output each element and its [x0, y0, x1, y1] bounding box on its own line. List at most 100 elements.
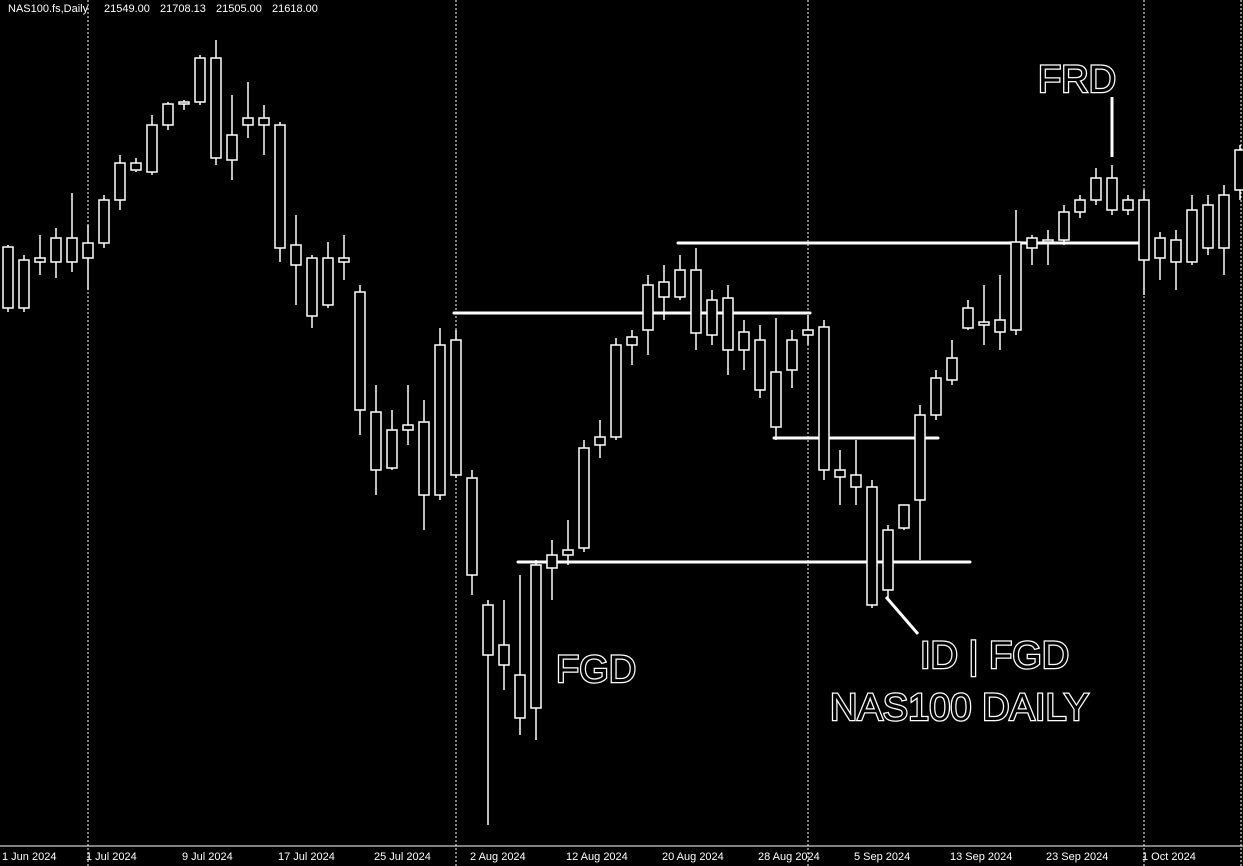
- candle-body: [354, 291, 366, 411]
- candle-body: [1234, 149, 1243, 191]
- chart-title: NAS100.fs,Daily: [8, 3, 89, 15]
- candle-body: [658, 281, 670, 298]
- candle-body: [578, 447, 590, 549]
- candle-body: [1218, 194, 1230, 249]
- candle-body: [434, 344, 446, 496]
- candle-body: [130, 162, 142, 171]
- candle-body: [1138, 199, 1150, 261]
- candle-body: [258, 117, 270, 126]
- x-tick-label: 13 Sep 2024: [950, 851, 1012, 863]
- candle-body: [866, 486, 878, 606]
- candle-body: [514, 674, 526, 719]
- x-tick-label: 23 Sep 2024: [1046, 851, 1108, 863]
- candle-body: [930, 377, 942, 416]
- levels: [452, 241, 1148, 564]
- candle-body: [98, 199, 110, 244]
- candle-body: [34, 257, 46, 263]
- candle-body: [1074, 199, 1086, 213]
- candle-body: [466, 477, 478, 576]
- x-tick-label: 1 Jun 2024: [2, 851, 56, 863]
- candle-body: [626, 336, 638, 346]
- candle-body: [834, 469, 846, 478]
- candle-body: [178, 101, 190, 105]
- x-tick-label: 1 Jul 2024: [86, 851, 137, 863]
- candle-body: [1042, 239, 1054, 243]
- candle-body: [82, 242, 94, 259]
- x-tick-label: 1 Oct 2024: [1142, 851, 1196, 863]
- candle-body: [738, 331, 750, 351]
- candle-body: [210, 57, 222, 159]
- candle-body: [114, 162, 126, 201]
- candle-body: [802, 329, 814, 336]
- candle-body: [50, 237, 62, 263]
- candle-body: [194, 57, 206, 103]
- candle-body: [962, 307, 974, 329]
- candle-body: [418, 421, 430, 496]
- candle-body: [226, 134, 238, 161]
- candle-body: [946, 357, 958, 381]
- candle-body: [770, 371, 782, 428]
- candle-body: [642, 284, 654, 331]
- candle-body: [162, 103, 174, 126]
- candle-body: [306, 257, 318, 317]
- annotation: FRD: [1038, 59, 1116, 101]
- candle-body: [498, 644, 510, 666]
- candle-body: [722, 297, 734, 351]
- candle-body: [786, 339, 798, 371]
- candle-body: [482, 604, 494, 656]
- candle-body: [1026, 237, 1038, 249]
- candle-body: [594, 436, 606, 446]
- x-tick-label: 20 Aug 2024: [662, 851, 724, 863]
- candle-body: [1154, 237, 1166, 259]
- candle-body: [994, 319, 1006, 333]
- candle-body: [562, 549, 574, 556]
- candle-body: [322, 257, 334, 306]
- candle-body: [1202, 204, 1214, 249]
- candle-body: [754, 339, 766, 391]
- candles: [2, 40, 1243, 825]
- candle-body: [402, 424, 414, 431]
- candle-body: [914, 414, 926, 501]
- candle-body: [370, 411, 382, 471]
- candle-body: [242, 117, 254, 126]
- candle-body: [706, 299, 718, 336]
- x-tick-label: 25 Jul 2024: [374, 851, 431, 863]
- candle-body: [882, 529, 894, 591]
- header-value: 21549.00: [104, 3, 150, 15]
- header-value: 21708.13: [160, 3, 206, 15]
- candle-body: [818, 326, 830, 471]
- x-tick-label: 17 Jul 2024: [278, 851, 335, 863]
- annotation: ID | FGD: [920, 635, 1069, 677]
- candle-body: [546, 554, 558, 569]
- x-tick-label: 28 Aug 2024: [758, 851, 820, 863]
- candle-body: [850, 474, 862, 488]
- candle-body: [66, 237, 78, 263]
- candle-body: [1058, 211, 1070, 241]
- candle-body: [690, 269, 702, 334]
- candle-body: [2, 246, 14, 309]
- candle-body: [1106, 177, 1118, 211]
- candle-body: [898, 504, 910, 529]
- candle-body: [338, 257, 350, 263]
- candle-body: [290, 244, 302, 266]
- candle-body: [1090, 177, 1102, 201]
- candle-body: [674, 269, 686, 298]
- annotation: NAS100 DAILY: [830, 687, 1089, 729]
- candle-body: [1170, 239, 1182, 263]
- candle-body: [274, 124, 286, 249]
- annotation-pointer: [884, 596, 920, 635]
- candle-body: [146, 124, 158, 173]
- x-tick-label: 2 Aug 2024: [470, 851, 526, 863]
- candle-body: [450, 339, 462, 476]
- candle-body: [1010, 241, 1022, 331]
- x-tick-label: 12 Aug 2024: [566, 851, 628, 863]
- x-axis: 1 Jun 2024 1 Jul 2024 9 Jul 2024 17 Jul 202…: [0, 845, 1243, 863]
- header-value: 21505.00: [216, 3, 262, 15]
- candle-body: [610, 344, 622, 438]
- candle-body: [386, 429, 398, 469]
- annotation: FGD: [556, 649, 636, 691]
- candle-body: [1122, 199, 1134, 211]
- candle-body: [1186, 209, 1198, 263]
- candle-body: [978, 321, 990, 326]
